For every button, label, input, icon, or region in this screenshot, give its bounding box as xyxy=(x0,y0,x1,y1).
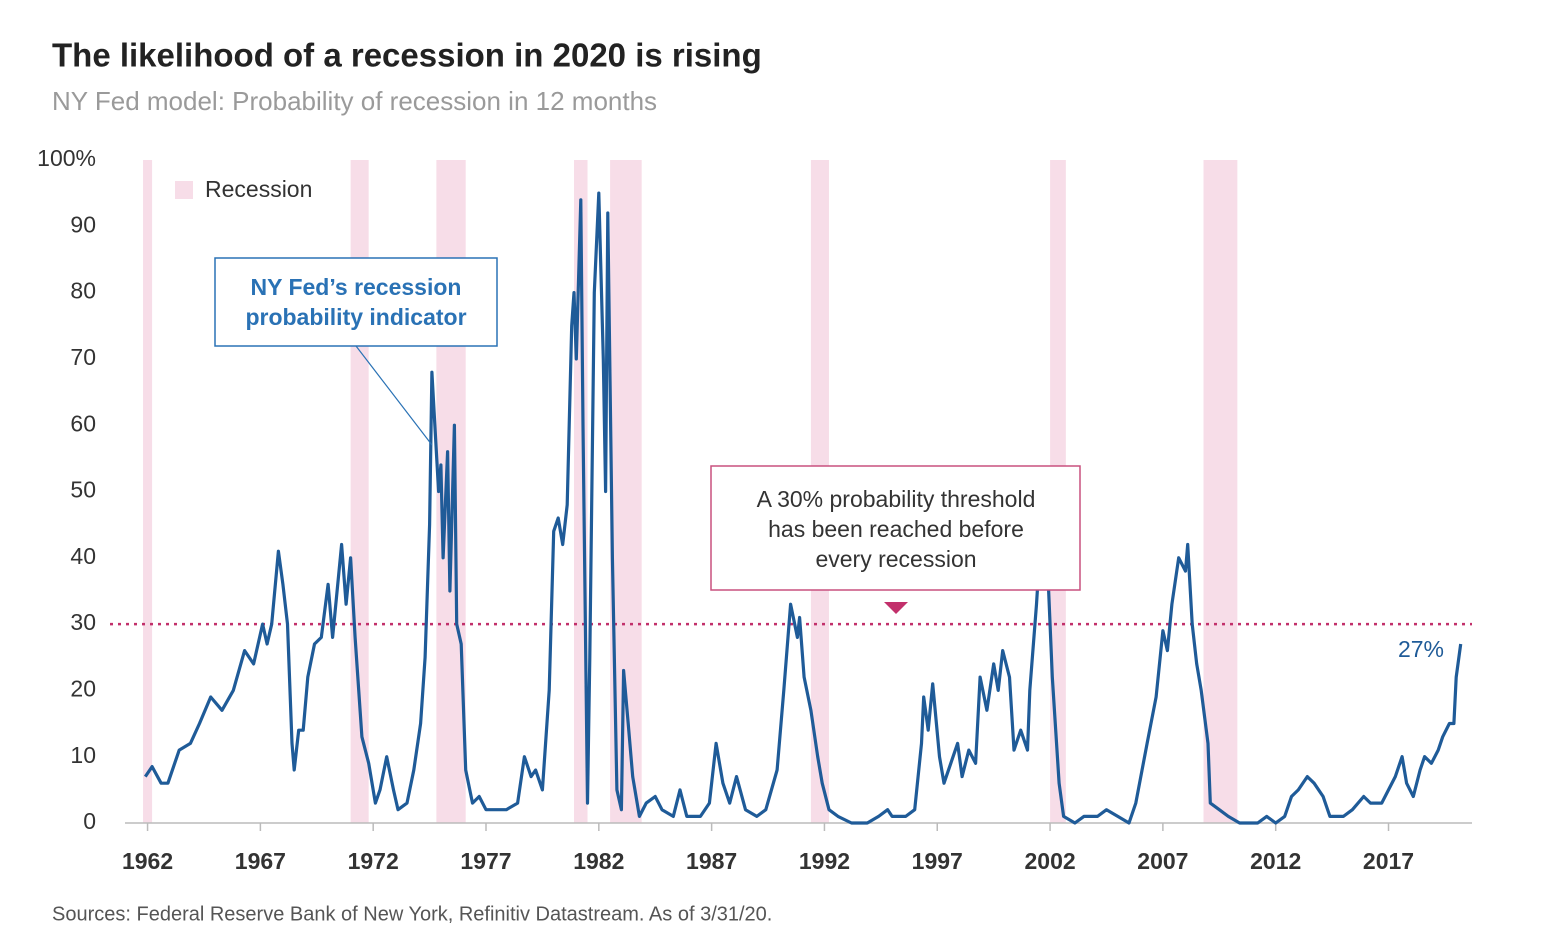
y-tick-label: 90 xyxy=(70,211,96,237)
x-tick-label: 1992 xyxy=(799,848,850,874)
annotation-text: every recession xyxy=(815,546,976,572)
series-line xyxy=(143,191,1463,825)
annotation-pointer xyxy=(884,602,908,614)
y-tick-label: 0 xyxy=(83,808,96,834)
end-label: 27% xyxy=(1398,636,1444,662)
recession-band xyxy=(1203,160,1238,823)
y-tick-label: 10 xyxy=(70,742,96,768)
x-tick-label: 1967 xyxy=(235,848,286,874)
x-tick-label: 2002 xyxy=(1024,848,1075,874)
x-tick-label: 1987 xyxy=(686,848,737,874)
chart-subtitle: NY Fed model: Probability of recession i… xyxy=(52,86,657,116)
x-tick-label: 1972 xyxy=(348,848,399,874)
y-tick-label: 50 xyxy=(70,477,96,503)
annotation-text: has been reached before xyxy=(768,516,1024,542)
x-tick-label: 2017 xyxy=(1363,848,1414,874)
x-tick-label: 1977 xyxy=(460,848,511,874)
y-tick-label: 80 xyxy=(70,278,96,304)
chart-title: The likelihood of a recession in 2020 is… xyxy=(52,37,762,74)
x-tick-label: 2012 xyxy=(1250,848,1301,874)
y-tick-label: 30 xyxy=(70,609,96,635)
annotation-connector xyxy=(355,345,433,446)
legend-label: Recession xyxy=(205,176,312,202)
annotation-text: A 30% probability threshold xyxy=(757,486,1036,512)
y-tick-label: 20 xyxy=(70,675,96,701)
y-tick-label: 70 xyxy=(70,344,96,370)
annotation-box xyxy=(214,257,498,347)
source: Sources: Federal Reserve Bank of New Yor… xyxy=(52,903,772,925)
x-tick-label: 1997 xyxy=(912,848,963,874)
x-tick-label: 1982 xyxy=(573,848,624,874)
annotation-text: NY Fed’s recession xyxy=(251,274,462,300)
legend-swatch xyxy=(175,181,193,199)
y-tick-label: 60 xyxy=(70,410,96,436)
annotation-box xyxy=(710,465,1081,591)
y-tick-label: 40 xyxy=(70,543,96,569)
recession-band xyxy=(143,160,153,823)
y-tick-label: 100% xyxy=(37,145,96,171)
x-tick-label: 2007 xyxy=(1137,848,1188,874)
annotation-text: probability indicator xyxy=(245,304,466,330)
x-tick-label: 1962 xyxy=(122,848,173,874)
